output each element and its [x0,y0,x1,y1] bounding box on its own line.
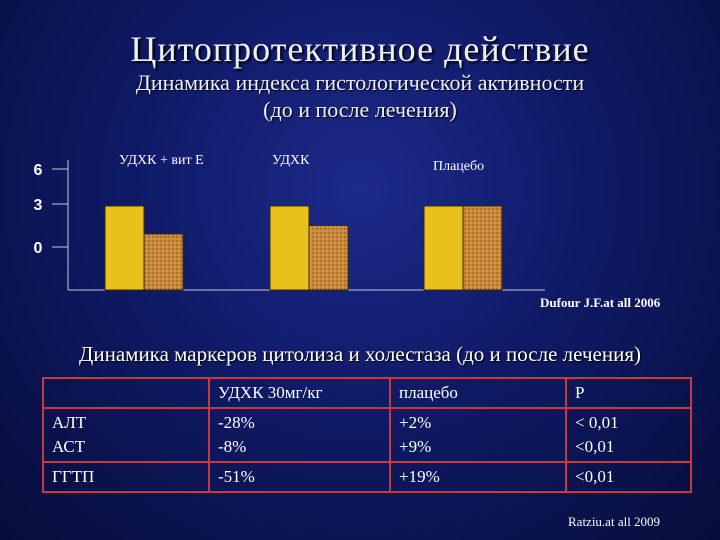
table-source-citation: Ratziu.at all 2009 [568,514,661,529]
table-cell: АЛТ АСТ [42,407,210,463]
markers-table: УДХК 30мг/кг плацебо P АЛТ АСТ -28% -8% … [42,377,692,493]
table-row: ГГТП -51% +19% <0,01 [42,461,692,493]
alt-placebo-value: +2% [399,413,432,432]
alt-udca-value: -28% [218,413,255,432]
table-cell [42,377,210,409]
row-label-ggtp: ГГТП [42,461,210,493]
ggtp-udca-value: -51% [208,461,391,493]
row-label-alt: АЛТ [52,413,87,432]
table-header-udca: УДХК 30мг/кг [208,377,391,409]
ast-udca-value: -8% [218,437,247,456]
slide-title: Цитопротективное действие [130,29,590,69]
markers-section-title: Динамика маркеров цитолиза и холестаза (… [79,342,641,366]
ast-placebo-value: +9% [399,437,432,456]
category-label: УДХК [272,153,310,168]
row-label-ast: АСТ [52,437,86,456]
alt-p-value: < 0,01 [575,413,619,432]
table-cell: -28% -8% [208,407,391,463]
bar [143,233,184,291]
chart-source-citation: Dufour J.F.at all 2006 [540,295,661,310]
bar [308,225,349,291]
bar [423,205,464,291]
table-header-placebo: плацебо [389,377,567,409]
chart-subtitle-period: (до и после лечения) [263,97,457,122]
bar [462,205,503,291]
y-tick-label: 3 [34,197,43,214]
table-cell: < 0,01 <0,01 [565,407,692,463]
bar [269,205,310,291]
table-cell: +2% +9% [389,407,567,463]
y-tick-label: 0 [34,240,43,257]
table-header-p: P [565,377,692,409]
y-tick-label: 6 [34,162,43,179]
chart-subtitle: Динамика индекса гистологической активно… [135,70,585,95]
ggtp-p-value: <0,01 [565,461,692,493]
category-label: Плацебо [433,159,484,174]
ast-p-value: <0,01 [575,437,615,456]
histology-bar-chart: 6 3 0 УДХК + вит Е УДХК Плацебо [34,153,545,291]
table-row: АЛТ АСТ -28% -8% +2% +9% < 0,01 <0,01 [42,407,692,463]
ggtp-placebo-value: +19% [389,461,567,493]
category-label: УДХК + вит Е [119,153,204,168]
bar [104,205,145,291]
table-row: УДХК 30мг/кг плацебо P [42,377,692,409]
